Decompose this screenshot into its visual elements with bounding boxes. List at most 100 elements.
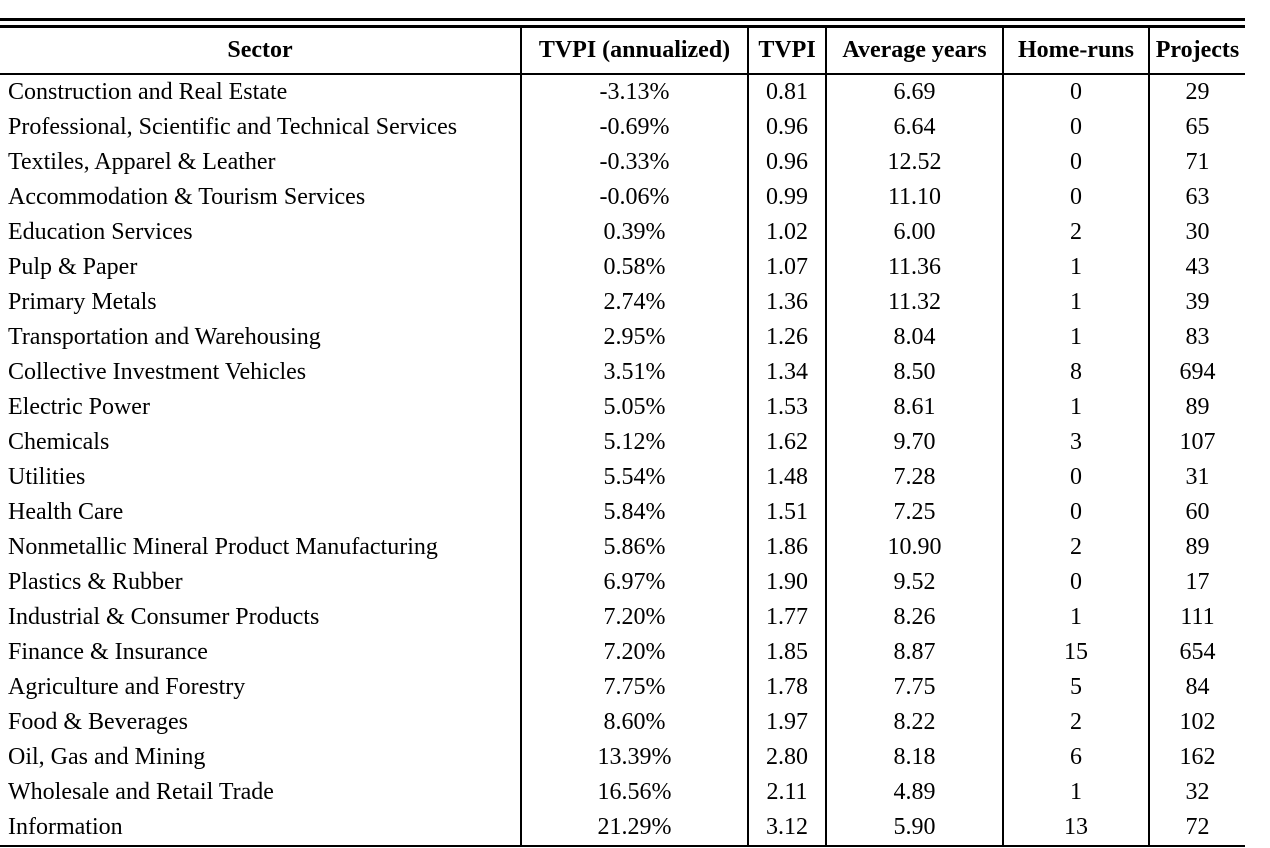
average-years-cell: 6.64 xyxy=(825,110,1003,145)
home-runs-cell: 0 xyxy=(1002,74,1149,110)
projects-cell: 107 xyxy=(1148,425,1245,460)
table-row: Transportation and Warehousing 2.95% 1.26 8… xyxy=(0,320,1245,355)
average-years-cell: 7.75 xyxy=(825,670,1003,705)
sector-cell: Agriculture and Forestry xyxy=(8,674,246,700)
sector-cell: Health Care xyxy=(8,499,124,525)
sector-cell: Accommodation & Tourism Services xyxy=(8,184,366,210)
projects-cell: 63 xyxy=(1148,180,1245,215)
sector-cell: Chemicals xyxy=(8,429,110,455)
table-row: Chemicals 5.12% 1.62 9.70 3 107 xyxy=(0,425,1245,460)
tvpi-annualized-cell: -0.33% xyxy=(520,145,748,180)
projects-cell: 32 xyxy=(1148,775,1245,810)
sector-statistics-table-figure: Sector TVPI (annualized) TVPI Average ye… xyxy=(0,18,1245,847)
tvpi-annualized-cell: 3.51% xyxy=(520,355,748,390)
projects-cell: 84 xyxy=(1148,670,1245,705)
projects-cell: 72 xyxy=(1148,810,1245,846)
projects-cell: 43 xyxy=(1148,250,1245,285)
sector-cell: Food & Beverages xyxy=(8,709,188,735)
average-years-cell: 8.18 xyxy=(825,740,1003,775)
table-row: Primary Metals 2.74% 1.36 11.32 1 39 xyxy=(0,285,1245,320)
tvpi-cell: 1.26 xyxy=(747,320,826,355)
column-header-average-years: Average years xyxy=(825,26,1003,75)
table-row: Education Services 0.39% 1.02 6.00 2 30 xyxy=(0,215,1245,250)
average-years-cell: 8.26 xyxy=(825,600,1003,635)
sector-cell: Textiles, Apparel & Leather xyxy=(8,149,276,175)
average-years-cell: 9.52 xyxy=(825,565,1003,600)
tvpi-annualized-cell: 21.29% xyxy=(520,810,748,846)
average-years-cell: 6.00 xyxy=(825,215,1003,250)
average-years-cell: 12.52 xyxy=(825,145,1003,180)
tvpi-annualized-cell: -0.06% xyxy=(520,180,748,215)
home-runs-cell: 6 xyxy=(1002,740,1149,775)
table-row: Utilities 5.54% 1.48 7.28 0 31 xyxy=(0,460,1245,495)
home-runs-cell: 0 xyxy=(1002,180,1149,215)
projects-cell: 39 xyxy=(1148,285,1245,320)
table-row: Food & Beverages 8.60% 1.97 8.22 2 102 xyxy=(0,705,1245,740)
sector-statistics-table: Sector TVPI (annualized) TVPI Average ye… xyxy=(0,25,1245,847)
home-runs-cell: 1 xyxy=(1002,600,1149,635)
tvpi-cell: 1.53 xyxy=(747,390,826,425)
table-row: Agriculture and Forestry 7.75% 1.78 7.75 5 84 xyxy=(0,670,1245,705)
tvpi-annualized-cell: 5.86% xyxy=(520,530,748,565)
column-header-projects: Projects xyxy=(1148,26,1245,75)
home-runs-cell: 5 xyxy=(1002,670,1149,705)
header-row: Sector TVPI (annualized) TVPI Average ye… xyxy=(0,26,1245,75)
projects-cell: 17 xyxy=(1148,565,1245,600)
average-years-cell: 6.69 xyxy=(825,74,1003,110)
tvpi-cell: 0.81 xyxy=(747,74,826,110)
table-row: Information 21.29% 3.12 5.90 13 72 xyxy=(0,810,1245,846)
average-years-cell: 8.22 xyxy=(825,705,1003,740)
home-runs-cell: 15 xyxy=(1002,635,1149,670)
tvpi-cell: 1.48 xyxy=(747,460,826,495)
average-years-cell: 7.28 xyxy=(825,460,1003,495)
table-row: Industrial & Consumer Products 7.20% 1.77 8… xyxy=(0,600,1245,635)
table-row: Wholesale and Retail Trade 16.56% 2.11 4.89… xyxy=(0,775,1245,810)
sector-cell: Primary Metals xyxy=(8,289,157,315)
tvpi-cell: 1.97 xyxy=(747,705,826,740)
table-body: Construction and Real Estate -3.13% 0.81 6.… xyxy=(0,74,1245,846)
table-row: Electric Power 5.05% 1.53 8.61 1 89 xyxy=(0,390,1245,425)
home-runs-cell: 2 xyxy=(1002,530,1149,565)
projects-cell: 111 xyxy=(1148,600,1245,635)
projects-cell: 29 xyxy=(1148,74,1245,110)
tvpi-annualized-cell: 16.56% xyxy=(520,775,748,810)
sector-cell: Pulp & Paper xyxy=(8,254,138,280)
table-row: Pulp & Paper 0.58% 1.07 11.36 1 43 xyxy=(0,250,1245,285)
tvpi-cell: 1.85 xyxy=(747,635,826,670)
projects-cell: 102 xyxy=(1148,705,1245,740)
tvpi-cell: 2.11 xyxy=(747,775,826,810)
tvpi-cell: 1.34 xyxy=(747,355,826,390)
average-years-cell: 9.70 xyxy=(825,425,1003,460)
tvpi-cell: 0.96 xyxy=(747,145,826,180)
table-row: Textiles, Apparel & Leather -0.33% 0.96 12.… xyxy=(0,145,1245,180)
tvpi-annualized-cell: 8.60% xyxy=(520,705,748,740)
sector-cell: Oil, Gas and Mining xyxy=(8,744,206,770)
average-years-cell: 11.10 xyxy=(825,180,1003,215)
sector-cell: Nonmetallic Mineral Product Manufacturin… xyxy=(8,534,438,560)
tvpi-annualized-cell: 2.95% xyxy=(520,320,748,355)
tvpi-cell: 1.51 xyxy=(747,495,826,530)
sector-cell: Professional, Scientific and Technical S… xyxy=(8,114,458,140)
tvpi-annualized-cell: 7.75% xyxy=(520,670,748,705)
tvpi-cell: 1.86 xyxy=(747,530,826,565)
tvpi-annualized-cell: 0.58% xyxy=(520,250,748,285)
table-row: Oil, Gas and Mining 13.39% 2.80 8.18 6 162 xyxy=(0,740,1245,775)
table-row: Finance & Insurance 7.20% 1.85 8.87 15 654 xyxy=(0,635,1245,670)
table-row: Plastics & Rubber 6.97% 1.90 9.52 0 17 xyxy=(0,565,1245,600)
tvpi-annualized-cell: 0.39% xyxy=(520,215,748,250)
tvpi-cell: 1.62 xyxy=(747,425,826,460)
tvpi-cell: 2.80 xyxy=(747,740,826,775)
sector-cell: Utilities xyxy=(8,464,86,490)
tvpi-cell: 1.07 xyxy=(747,250,826,285)
tvpi-annualized-cell: 5.05% xyxy=(520,390,748,425)
average-years-cell: 5.90 xyxy=(825,810,1003,846)
tvpi-cell: 0.96 xyxy=(747,110,826,145)
projects-cell: 694 xyxy=(1148,355,1245,390)
tvpi-cell: 0.99 xyxy=(747,180,826,215)
projects-cell: 65 xyxy=(1148,110,1245,145)
average-years-cell: 8.04 xyxy=(825,320,1003,355)
tvpi-annualized-cell: 5.12% xyxy=(520,425,748,460)
tvpi-annualized-cell: 7.20% xyxy=(520,600,748,635)
tvpi-cell: 3.12 xyxy=(747,810,826,846)
tvpi-annualized-cell: -0.69% xyxy=(520,110,748,145)
